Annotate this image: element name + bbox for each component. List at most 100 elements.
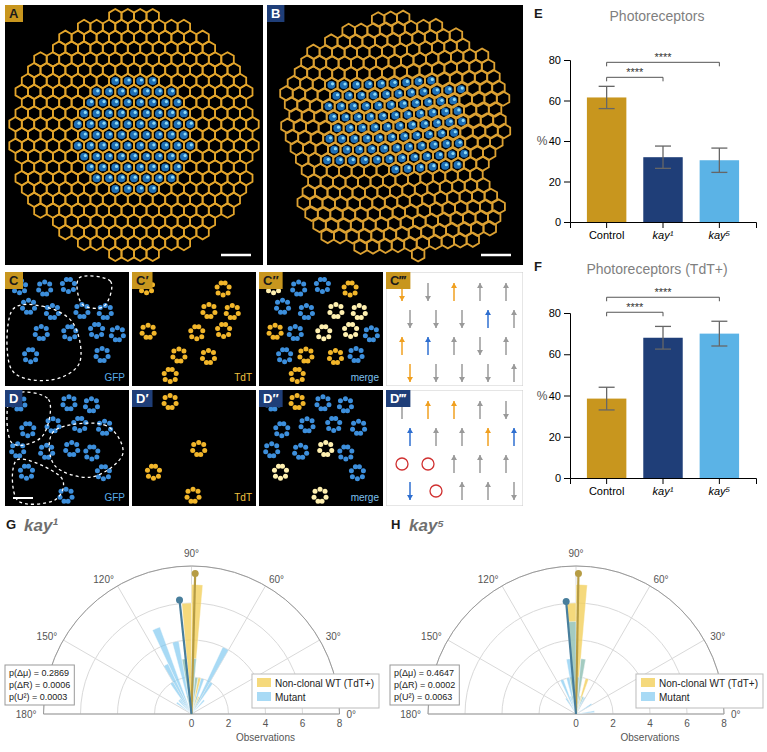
rhabdomere [72,334,77,339]
rhabdomere [183,154,186,157]
rhabdomere-cluster [393,144,401,152]
rhabdomere-cluster [421,120,429,128]
rhabdomere [274,443,279,448]
rhabdomere [284,468,289,473]
rhabdomere [50,451,55,456]
image-background [5,390,129,506]
significance-label: **** [626,66,644,78]
rhabdomere-cluster [446,118,454,126]
rhabdomere [286,306,291,311]
rhabdomere [170,367,175,372]
rhabdomere [19,425,24,430]
rhabdomere [115,165,118,168]
rhabdomere [190,448,195,453]
rhabdomere [264,443,269,448]
rhabdomere-cluster [399,100,407,108]
rhabdomere [300,395,305,400]
rhabdomere-cluster [332,92,340,100]
rhabdomere-cluster [167,153,175,161]
channel-label: TdT [234,372,252,383]
rhabdomere [127,165,130,168]
rhabdomere-cluster [402,78,410,86]
rhabdomere [323,489,328,494]
panel-letter-box [5,272,23,289]
rhabdomere-cluster [118,131,126,139]
rhabdomere [61,328,66,333]
rhabdomere-cluster [424,98,432,106]
rhabdomere-cluster [454,107,462,115]
rhabdomere [457,162,460,165]
error-bar-stem [662,146,663,168]
x-axis-tick-mark [606,222,607,228]
stats-text: p(ΔR) = 0.0006 [9,680,70,690]
r-tick-label: 0 [189,718,195,729]
rhabdomere [96,111,99,114]
rhabdomere-cluster [130,131,138,139]
rhabdomere [162,371,167,376]
y-axis: 020406080 [549,307,571,484]
rhabdomere-cluster [111,99,119,107]
rhabdomere [36,288,41,293]
rhabdomere [285,300,290,305]
rhabdomere [309,354,314,359]
theta-tick-label: 90° [568,548,583,559]
rhabdomere [416,133,419,136]
r-tick-label: 6 [300,718,306,729]
legend-background [252,674,379,708]
rhabdomere [322,277,327,282]
rhabdomere [321,336,326,341]
rhabdomere [346,147,349,150]
rhabdomere [24,476,29,481]
significance-label: **** [654,286,672,298]
panel-letter: A [9,6,19,21]
y-axis-tick: 40 [549,390,570,402]
legend-item: Mutant [641,692,690,703]
rhabdomere [273,323,278,328]
rhabdomere [343,290,348,295]
rhabdomere-cluster [149,77,157,85]
rhabdomere-cluster [155,174,163,182]
rhabdomere [170,405,175,410]
lens-hexagon [165,236,177,250]
diagram-background [386,272,523,386]
panel-letter-group: D″ [259,390,283,407]
x-axis-tick-label: kay⁵ [708,485,730,497]
rhabdomere-cluster [343,146,351,154]
rhabdomere-cluster [99,99,107,107]
rhabdomere [288,326,293,331]
rhabdomere [103,464,108,469]
rhabdomere [196,440,201,445]
r-tick-label: 4 [647,718,653,729]
rhabdomere [445,109,448,112]
rhabdomere [348,93,351,96]
rhabdomere [300,377,305,382]
error-bar [599,86,615,108]
rhabdomere [268,325,273,330]
rhabdomere [361,93,364,96]
rhabdomere [389,157,392,160]
y-axis-tick-label: 60 [549,348,561,360]
rhabdomere [44,292,49,297]
image-background [259,390,383,506]
significance-label: **** [626,301,644,313]
rhabdomere [459,141,462,144]
rhabdomere [33,332,38,337]
rhabdomere [151,325,156,330]
panel-letter: E [534,6,543,21]
rhabdomere-cluster [105,109,113,117]
rhabdomere [47,282,52,287]
polar-panel: Hkay⁵0°30°60°90°120°150°180°02468Observa… [390,516,763,743]
panel-letter-group: C [5,272,23,289]
rhabdomere [157,468,162,473]
rhabdomere [146,176,149,179]
x-axis-tick-label: Control [589,229,624,241]
rhabdomere [326,402,331,407]
rhabdomere [315,287,320,292]
orientation-arrowhead [477,283,483,288]
rhabdomere [102,100,105,103]
panel-letter: D [9,391,18,406]
rhabdomere [165,165,168,168]
legend-item: Mutant [257,692,306,703]
rhabdomere [107,421,112,426]
legend-item: Non-clonal WT (TdT+) [641,678,758,689]
